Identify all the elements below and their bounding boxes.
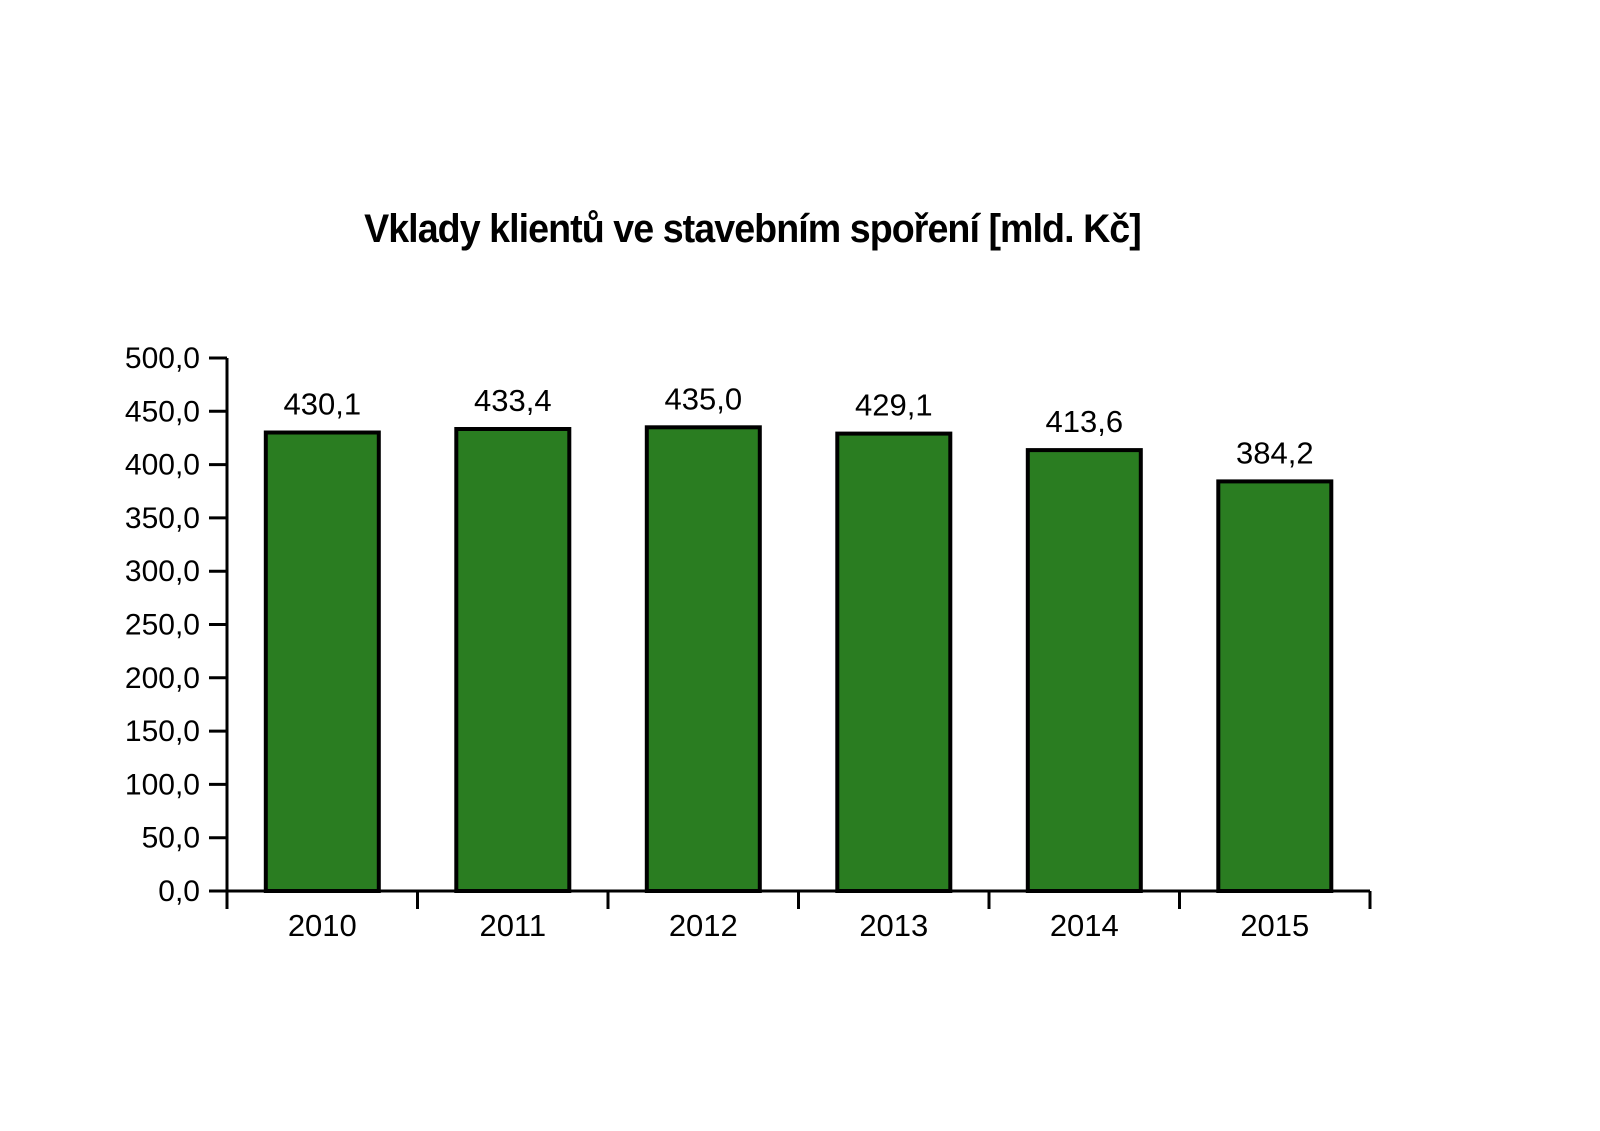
x-tick-label: 2012	[669, 908, 738, 943]
bar-value-label: 433,4	[474, 383, 552, 418]
y-tick-label: 200,0	[125, 662, 200, 695]
bar	[454, 427, 572, 893]
bar-value-label: 384,2	[1236, 435, 1314, 470]
y-tick-label: 400,0	[125, 449, 200, 482]
x-tick-label: 2010	[288, 908, 357, 943]
y-tick-label: 500,0	[125, 342, 200, 375]
y-tick-label: 350,0	[125, 502, 200, 535]
y-tick-label: 250,0	[125, 609, 200, 642]
bar-value-label: 430,1	[284, 387, 362, 422]
y-tick-label: 100,0	[125, 768, 200, 801]
bar	[263, 430, 381, 893]
bar	[835, 431, 953, 893]
x-tick-label: 2015	[1240, 908, 1309, 943]
y-tick-label: 50,0	[142, 822, 200, 855]
bar	[644, 425, 762, 893]
y-tick-label: 450,0	[125, 395, 200, 428]
bar-value-label: 429,1	[855, 388, 933, 423]
bar-value-label: 435,0	[665, 381, 743, 416]
x-tick-label: 2011	[479, 908, 546, 943]
y-tick-label: 0,0	[158, 875, 200, 908]
bar	[1025, 448, 1143, 893]
bar	[1216, 479, 1334, 893]
x-tick-label: 2014	[1050, 908, 1119, 943]
bar-value-label: 413,6	[1046, 404, 1124, 439]
y-tick-label: 300,0	[125, 555, 200, 588]
y-tick-label: 150,0	[125, 715, 200, 748]
x-tick-label: 2013	[859, 908, 928, 943]
chart-title: Vklady klientů ve stavebním spoření [mld…	[364, 207, 1142, 251]
